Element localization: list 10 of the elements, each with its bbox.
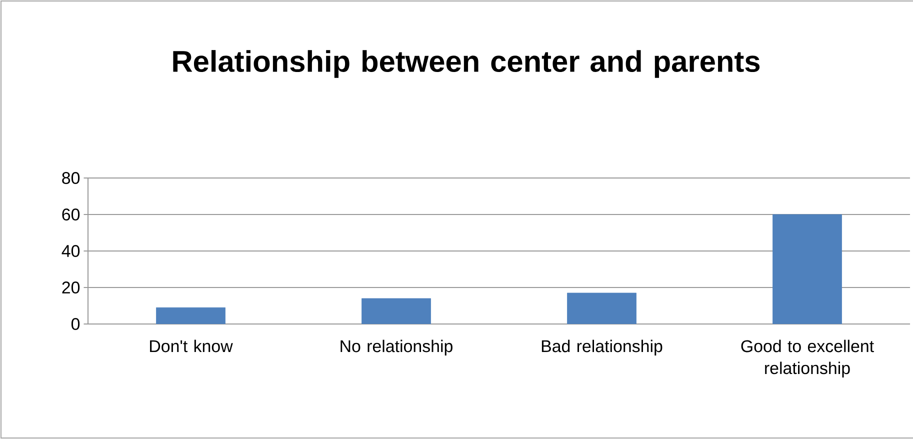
- y-tick-label: 60: [62, 208, 80, 220]
- x-tick-label: Bad relationship: [542, 340, 662, 356]
- x-tick-label: Good to excellent relationship: [741, 340, 874, 378]
- y-tick-label: 20: [62, 282, 80, 294]
- x-tick-label: Don't know: [150, 340, 233, 352]
- x-tick-label: No relationship: [340, 340, 452, 356]
- y-tick-label: 80: [62, 172, 80, 184]
- y-tick-label: 40: [62, 245, 80, 257]
- y-tick-label: 0: [71, 318, 80, 330]
- chart-title: Relationship between center and parents: [173, 50, 760, 78]
